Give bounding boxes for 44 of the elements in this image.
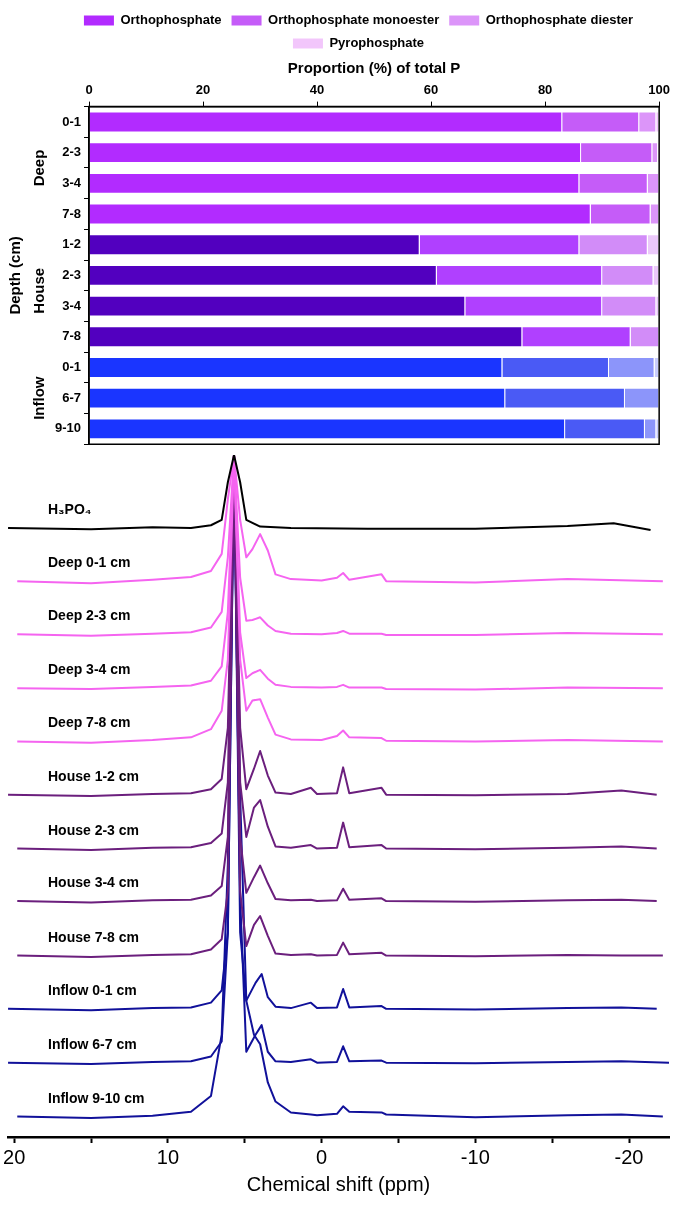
series-label: Deep 7-8 cm: [48, 714, 131, 731]
legend-label: Orthophosphate: [120, 12, 222, 28]
y-tick-label: 2-3: [62, 144, 82, 160]
series-label: Deep 0-1 cm: [48, 554, 131, 571]
series-label: Deep 3-4 cm: [48, 661, 131, 678]
y-tick-label: 3-4: [62, 297, 82, 313]
x-tick-label: 10: [156, 1145, 180, 1168]
x-tick-label: 40: [309, 82, 325, 98]
x-tick-label: -10: [460, 1145, 490, 1168]
text: Inflow: [30, 376, 48, 420]
x-tick-label: 100: [648, 82, 671, 98]
series-label: Inflow 0-1 cm: [48, 981, 137, 998]
x-tick-label: 0: [316, 1145, 328, 1168]
text: Deep: [30, 149, 48, 187]
legend-label: Orthophosphate monoester: [268, 12, 440, 28]
x-tick-label: 20: [195, 82, 211, 98]
y-tick-label: 7-8: [62, 205, 82, 221]
series-label: House 1-2 cm: [48, 767, 140, 784]
x-axis-title: Chemical shift (ppm): [246, 1172, 431, 1195]
x-axis-title: Proportion (%) of total P: [287, 59, 461, 77]
series-label: Inflow 6-7 cm: [48, 1035, 137, 1052]
x-tick-label: -20: [614, 1145, 644, 1168]
series-label: House 3-4 cm: [48, 874, 140, 891]
y-tick-label: 0-1: [62, 359, 82, 375]
y-tick-label: 1-2: [62, 236, 82, 252]
y-tick-label: 9-10: [54, 420, 82, 436]
y-tick-label: 3-4: [62, 174, 82, 190]
y-tick-label: 0-1: [62, 113, 82, 129]
x-tick-label: 0: [85, 82, 93, 98]
legend-label: Orthophosphate diester: [485, 12, 634, 28]
y-tick-label: 2-3: [62, 266, 82, 282]
series-label: Inflow 9-10 cm: [48, 1089, 145, 1106]
text: House: [30, 267, 48, 314]
series-label: House 7-8 cm: [48, 928, 140, 945]
x-tick-label: 20: [3, 1145, 26, 1168]
series-label: H₃PO₄: [48, 500, 92, 517]
y-axis-title: Depth (cm): [6, 236, 24, 315]
x-tick-label: 60: [423, 82, 439, 98]
series-label: Deep 2-3 cm: [48, 607, 131, 624]
legend-label: Pyrophosphate: [329, 35, 425, 51]
series-label: House 2-3 cm: [48, 821, 140, 838]
x-tick-label: 80: [537, 82, 553, 98]
y-tick-label: 6-7: [62, 389, 82, 405]
y-tick-label: 7-8: [62, 328, 82, 344]
